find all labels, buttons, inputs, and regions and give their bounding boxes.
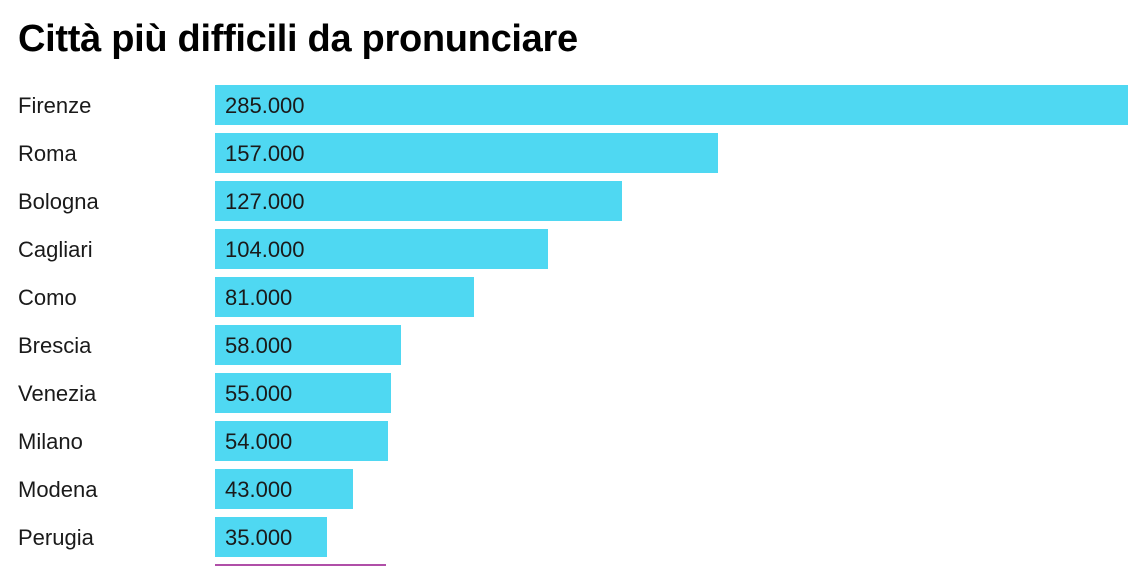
- category-label: Bologna: [18, 189, 100, 214]
- bars-layer: Firenze 285.000 Roma 157.000 Bologna 127.000 C…: [18, 85, 1128, 557]
- value-label: 54.000: [225, 429, 292, 454]
- category-label: Como: [18, 285, 77, 310]
- bar: [215, 133, 718, 173]
- category-label: Brescia: [18, 333, 92, 358]
- value-label: 55.000: [225, 381, 292, 406]
- value-label: 157.000: [225, 141, 305, 166]
- category-label: Venezia: [18, 381, 97, 406]
- bar: [215, 325, 401, 365]
- next-bar-partial: [215, 564, 386, 566]
- category-label: Roma: [18, 141, 77, 166]
- bar: [215, 277, 474, 317]
- value-label: 81.000: [225, 285, 292, 310]
- category-label: Firenze: [18, 93, 91, 118]
- bar: [215, 181, 622, 221]
- category-label: Modena: [18, 477, 98, 502]
- value-label: 58.000: [225, 333, 292, 358]
- bar: [215, 469, 353, 509]
- bar: [215, 421, 388, 461]
- value-label: 43.000: [225, 477, 292, 502]
- value-label: 285.000: [225, 93, 305, 118]
- bar: [215, 85, 1128, 125]
- chart-title: Città più difficili da pronunciare: [18, 18, 578, 60]
- value-label: 127.000: [225, 189, 305, 214]
- category-label: Milano: [18, 429, 83, 454]
- value-label: 35.000: [225, 525, 292, 550]
- bar: [215, 517, 327, 557]
- category-label: Perugia: [18, 525, 95, 550]
- bar: [215, 229, 548, 269]
- bar: [215, 373, 391, 413]
- category-label: Cagliari: [18, 237, 93, 262]
- value-label: 104.000: [225, 237, 305, 262]
